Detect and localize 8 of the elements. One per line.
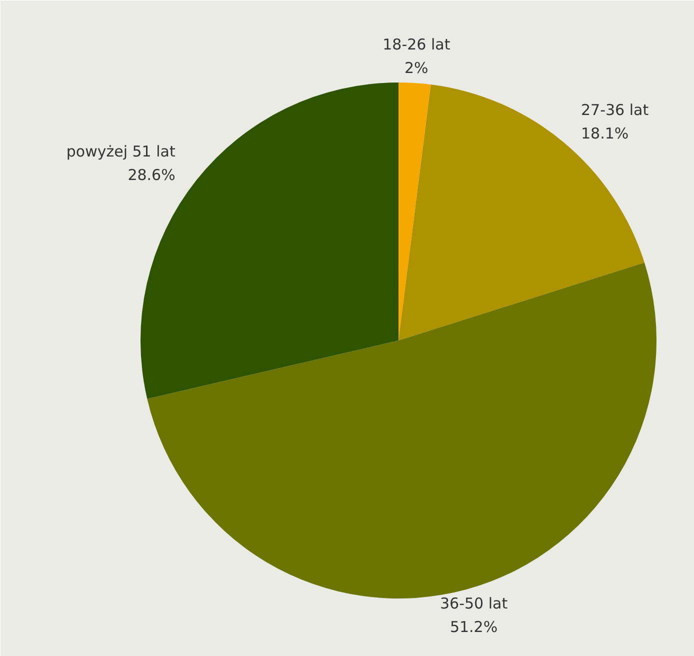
slice-label: 27-36 lat: [581, 100, 649, 119]
slice-label: powyżej 51 lat: [66, 142, 176, 161]
slice-label: 18-26 lat: [382, 35, 450, 54]
data-label: 2%: [404, 58, 428, 77]
slice-label: 36-50 lat: [440, 594, 508, 613]
data-label: 28.6%: [128, 166, 176, 184]
data-label: 51.2%: [450, 618, 498, 636]
data-label: 18.1%: [581, 124, 629, 142]
